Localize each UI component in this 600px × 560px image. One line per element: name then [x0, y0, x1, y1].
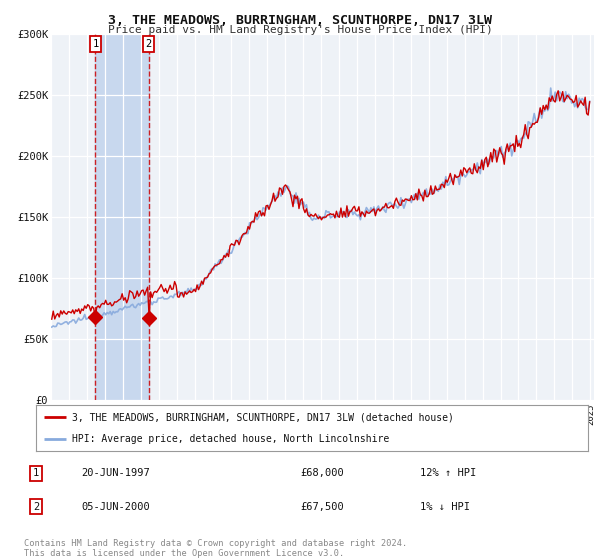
Bar: [95, 34, 149, 400]
Text: 1% ↓ HPI: 1% ↓ HPI: [420, 502, 470, 512]
Text: 3, THE MEADOWS, BURRINGHAM, SCUNTHORPE, DN17 3LW (detached house): 3, THE MEADOWS, BURRINGHAM, SCUNTHORPE, …: [72, 412, 454, 422]
Text: HPI: Average price, detached house, North Lincolnshire: HPI: Average price, detached house, Nort…: [72, 435, 389, 444]
Text: 1: 1: [33, 468, 39, 478]
Text: Contains HM Land Registry data © Crown copyright and database right 2024.
This d: Contains HM Land Registry data © Crown c…: [24, 539, 407, 558]
Text: 1: 1: [92, 39, 98, 49]
Text: 05-JUN-2000: 05-JUN-2000: [81, 502, 150, 512]
Text: 20-JUN-1997: 20-JUN-1997: [81, 468, 150, 478]
Text: £67,500: £67,500: [300, 502, 344, 512]
Text: 3, THE MEADOWS, BURRINGHAM, SCUNTHORPE, DN17 3LW: 3, THE MEADOWS, BURRINGHAM, SCUNTHORPE, …: [108, 14, 492, 27]
Text: 12% ↑ HPI: 12% ↑ HPI: [420, 468, 476, 478]
Text: 2: 2: [146, 39, 152, 49]
Text: Price paid vs. HM Land Registry's House Price Index (HPI): Price paid vs. HM Land Registry's House …: [107, 25, 493, 35]
Text: 2: 2: [33, 502, 39, 512]
Text: £68,000: £68,000: [300, 468, 344, 478]
